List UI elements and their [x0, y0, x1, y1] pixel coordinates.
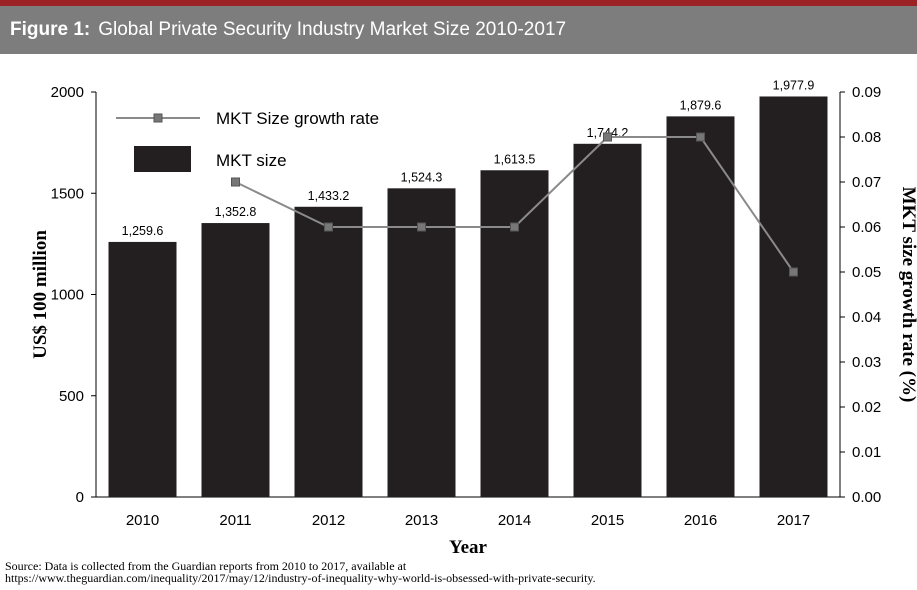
bar-mkt-size [108, 241, 177, 497]
bar-data-label: 1,879.6 [680, 98, 722, 112]
x-tick-label: 2012 [312, 512, 345, 529]
x-axis-title: Year [449, 537, 488, 558]
x-tick-label: 2010 [126, 512, 159, 529]
right-tick-label: 0.08 [852, 129, 881, 146]
bar-mkt-size [294, 206, 363, 498]
bar-data-label: 1,433.2 [308, 189, 350, 203]
bar-mkt-size [759, 96, 828, 497]
growth-rate-point [510, 222, 519, 232]
figure-header: Figure 1: Global Private Security Indust… [0, 6, 917, 54]
figure-title: Global Private Security Industry Market … [98, 19, 567, 40]
bar-mkt-size [666, 116, 735, 498]
left-tick-label: 2000 [51, 84, 84, 101]
left-tick-label: 1000 [51, 287, 84, 304]
right-tick-label: 0.09 [852, 84, 881, 101]
right-tick-label: 0.02 [852, 399, 881, 416]
bar-mkt-size [573, 143, 642, 497]
growth-rate-point [231, 177, 240, 187]
left-tick-label: 500 [59, 388, 84, 405]
right-tick-label: 0.05 [852, 264, 881, 281]
bar-mkt-size [480, 170, 549, 498]
bar-data-label: 1,613.5 [494, 152, 536, 166]
legend-line-marker [153, 113, 163, 123]
bar-mkt-size [387, 188, 456, 497]
growth-rate-point [789, 267, 798, 277]
chart: 0 500 1000 1500 2000 0.00 0.01 0.02 0.03 0.04 0.05… [30, 78, 917, 558]
source-line-2: https://www.theguardian.com/inequality/2… [5, 571, 596, 585]
right-tick-label: 0.03 [852, 354, 881, 371]
growth-rate-point [417, 222, 426, 232]
x-tick-label: 2013 [405, 512, 438, 529]
source-note: Source: Data is collected from the Guard… [5, 560, 915, 590]
bar-data-label: 1,352.8 [215, 205, 257, 219]
legend-label-size: MKT size [216, 151, 287, 170]
left-tick-label: 1500 [51, 185, 84, 202]
left-tick-label: 0 [76, 489, 84, 506]
x-tick-label: 2017 [777, 512, 810, 529]
right-tick-label: 0.00 [852, 489, 881, 506]
x-tick-label: 2015 [591, 512, 624, 529]
bar-data-label: 1,977.9 [773, 78, 815, 92]
source-line-1: Source: Data is collected from the Guard… [5, 560, 407, 573]
x-tick-label: 2011 [219, 512, 251, 529]
growth-rate-point [696, 132, 705, 142]
y2-axis-title: MKT size growth rate (%) [898, 187, 917, 403]
x-tick-label: 2016 [684, 512, 717, 529]
bar-mkt-size [201, 223, 270, 498]
x-tick-label: 2014 [498, 512, 531, 529]
figure-label: Figure 1: [10, 19, 91, 40]
right-tick-label: 0.01 [852, 444, 881, 461]
y-axis-title: US$ 100 million [30, 230, 51, 359]
right-tick-label: 0.07 [852, 174, 881, 191]
bar-data-label: 1,524.3 [401, 170, 443, 184]
growth-rate-point [324, 222, 333, 232]
accent-top-bar [0, 0, 917, 6]
legend-label-growth: MKT Size growth rate [216, 109, 379, 128]
growth-rate-point [603, 132, 612, 142]
legend-bar-swatch [134, 146, 191, 172]
bar-data-label: 1,259.6 [122, 224, 164, 238]
right-tick-label: 0.06 [852, 219, 881, 236]
right-tick-label: 0.04 [852, 309, 881, 326]
